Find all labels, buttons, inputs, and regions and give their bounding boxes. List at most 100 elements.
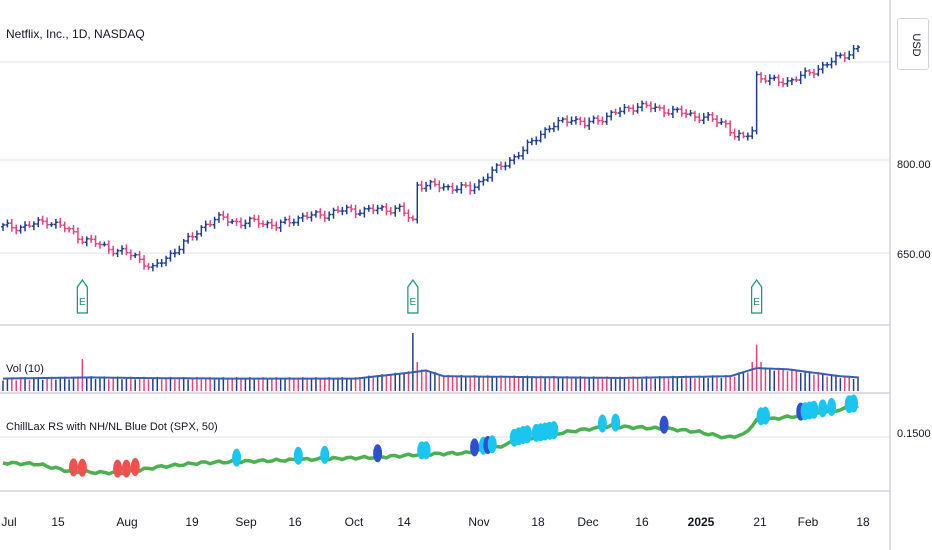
price-bar [582, 117, 587, 129]
time-tick-label: 21 [753, 515, 767, 529]
price-bar [36, 217, 41, 228]
price-bar [344, 204, 349, 215]
price-bar [670, 105, 675, 119]
earnings-marker[interactable]: E [76, 278, 88, 314]
price-bar [168, 250, 173, 262]
price-bar [534, 136, 539, 145]
time-tick-label: 18 [531, 515, 545, 529]
price-bar [609, 110, 614, 121]
price-bar [714, 115, 719, 128]
price-bar [230, 219, 235, 225]
price-bar [194, 230, 199, 241]
price-bar [662, 104, 667, 118]
price-bar [816, 65, 821, 77]
price-bar [437, 180, 442, 193]
time-tick-label: 18 [856, 515, 870, 529]
price-bar [305, 211, 310, 220]
price-bar [111, 245, 116, 257]
price-bar [53, 218, 58, 229]
price-bar [706, 111, 711, 121]
price-bar [283, 216, 288, 225]
time-tick-label: 2025 [688, 515, 715, 529]
price-bar [657, 104, 662, 111]
price-bar [759, 72, 764, 83]
price-bar [692, 110, 697, 122]
price-bar [146, 263, 151, 271]
price-bar [106, 240, 111, 254]
price-bar [618, 107, 623, 118]
price-bar [247, 216, 252, 228]
price-bar [578, 116, 583, 126]
price-bar [463, 182, 468, 188]
rs-dot [827, 398, 837, 416]
price-bar [124, 244, 129, 256]
rs-dot [611, 413, 621, 432]
price-bar [600, 116, 605, 126]
price-bar [58, 217, 63, 228]
price-bar [340, 206, 345, 216]
price-bar [476, 179, 481, 191]
price-bar [371, 204, 376, 214]
rs-dot [522, 425, 532, 444]
price-bar [432, 178, 437, 187]
price-bar [5, 219, 10, 228]
price-bar [238, 217, 243, 229]
price-bar [256, 215, 261, 228]
price-bar [349, 204, 354, 213]
price-bar [119, 245, 124, 255]
price-bar [225, 213, 230, 227]
price-bar [269, 218, 274, 230]
time-tick-label: 16 [635, 515, 649, 529]
price-bar [688, 109, 693, 117]
price-bar [512, 154, 517, 165]
price-bar [208, 220, 213, 227]
price-bar [309, 211, 314, 222]
price-bar [644, 100, 649, 108]
rs-dot [849, 394, 859, 413]
currency-button[interactable]: USD [897, 18, 929, 70]
price-bar [573, 116, 578, 125]
earnings-marker[interactable]: E [407, 278, 419, 314]
price-bar [613, 108, 618, 115]
price-bar [776, 74, 781, 87]
price-bar [388, 207, 393, 216]
price-bar [234, 218, 239, 226]
price-bar [745, 132, 750, 141]
earnings-marker[interactable]: E [751, 278, 763, 314]
rs-dot [818, 399, 828, 418]
rs-dot [487, 435, 497, 454]
price-bar [357, 209, 362, 216]
price-bar [397, 203, 402, 212]
price-bar [18, 224, 23, 234]
price-bar [772, 74, 777, 81]
time-tick-label: Sep [235, 515, 257, 529]
time-tick-label: Nov [468, 515, 489, 529]
rs-tick-label: 0.1500 [897, 428, 931, 440]
time-tick-label: Dec [577, 515, 598, 529]
price-tick-label: 650.00 [897, 249, 931, 261]
price-bar [291, 218, 296, 226]
price-bar [177, 245, 182, 256]
price-bar [833, 51, 838, 66]
price-bar [521, 146, 526, 160]
price-bar [89, 234, 94, 243]
price-bar [446, 184, 451, 191]
price-bar [353, 204, 358, 219]
price-bar [472, 183, 477, 194]
price-bar [93, 235, 98, 247]
rs-dot [659, 415, 669, 434]
price-bar [97, 241, 102, 249]
price-bar [675, 107, 680, 113]
rs-line [2, 404, 859, 476]
price-bar [278, 219, 283, 232]
price-bar [499, 161, 504, 171]
price-bar [842, 52, 847, 63]
price-bar [587, 117, 592, 130]
price-bar [481, 176, 486, 186]
price-bar [150, 263, 155, 272]
time-tick-label: 15 [51, 515, 65, 529]
time-tick-label: Oct [345, 515, 364, 529]
rs-dot [373, 444, 383, 463]
price-bar [27, 221, 32, 229]
